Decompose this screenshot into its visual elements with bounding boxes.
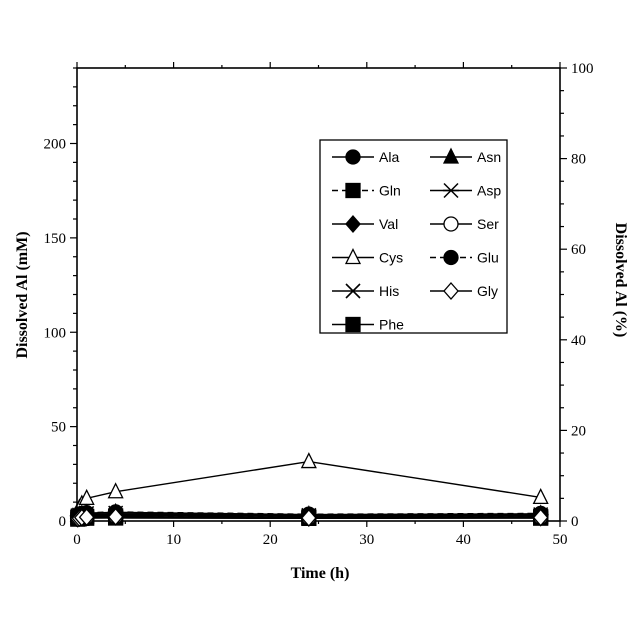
x-tick-label: 50	[553, 532, 568, 548]
legend-marker-phe	[346, 318, 360, 332]
legend-box	[320, 140, 507, 333]
y2-tick-label: 80	[571, 152, 586, 168]
legend-label-ala: Ala	[379, 149, 399, 165]
y-tick-label: 200	[44, 137, 67, 153]
data-point-cys	[302, 454, 316, 468]
legend-label-phe: Phe	[379, 317, 404, 333]
x-tick-label: 30	[359, 532, 374, 548]
x-tick-label: 20	[263, 532, 278, 548]
legend-label-his: His	[379, 283, 399, 299]
y2-tick-label: 60	[571, 242, 586, 258]
y2-tick-label: 0	[571, 514, 579, 530]
legend-label-ser: Ser	[477, 216, 499, 232]
legend-marker-ala	[346, 150, 360, 164]
x-tick-label: 0	[73, 532, 81, 548]
legend-marker-gln	[346, 184, 360, 198]
legend-marker-ser	[444, 217, 458, 231]
legend-marker-glu	[444, 251, 458, 265]
legend-label-asn: Asn	[477, 149, 501, 165]
legend-label-asp: Asp	[477, 183, 501, 199]
legend-label-gln: Gln	[379, 183, 401, 199]
y-tick-label: 150	[44, 231, 67, 247]
legend: Ala Gln Val Cys His Phe Asn Asp Ser Glu Gly	[320, 140, 507, 333]
y-tick-label: 100	[44, 325, 67, 341]
y2-tick-label: 40	[571, 333, 586, 349]
series-line-cys	[78, 462, 541, 512]
x-tick-label: 10	[166, 532, 181, 548]
axis-ticks: 01020304050050100150200020406080100	[44, 61, 594, 548]
x-tick-label: 40	[456, 532, 471, 548]
y-tick-label: 0	[59, 514, 67, 530]
y-tick-label: 50	[51, 420, 66, 436]
legend-label-val: Val	[379, 216, 398, 232]
legend-label-cys: Cys	[379, 250, 403, 266]
legend-label-gly: Gly	[477, 283, 498, 299]
y2-tick-label: 20	[571, 423, 586, 439]
y2-axis-title: Dissolved Al (%)	[612, 223, 629, 338]
y2-tick-label: 100	[571, 61, 594, 77]
x-axis-title: Time (h)	[291, 565, 350, 582]
legend-label-glu: Glu	[477, 250, 499, 266]
y-axis-title: Dissolved Al (mM)	[14, 231, 31, 358]
